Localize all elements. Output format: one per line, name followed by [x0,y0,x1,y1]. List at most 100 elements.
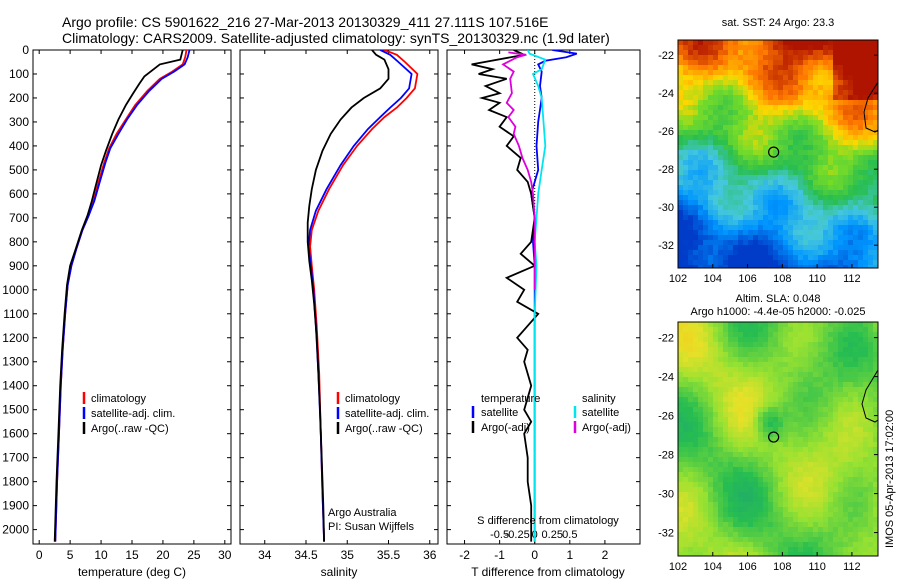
map-cell [758,457,764,463]
map-cell [863,75,869,81]
map-cell [848,90,854,96]
depth-tick-label: 1500 [2,403,29,417]
map-cell [833,45,839,51]
map-cell [738,215,744,221]
map-cell [763,135,769,141]
map-cell [853,437,859,443]
map-cell [703,457,709,463]
map-cell [748,417,754,423]
map-cell [838,180,844,186]
map-cell [828,210,834,216]
map-cell [703,447,709,453]
map-cell [823,125,829,131]
map-cell [738,502,744,508]
map-cell [818,512,824,518]
map-cell [853,80,859,86]
map-cell [773,100,779,106]
map-cell [728,442,734,448]
map-cell [713,245,719,251]
map-cell [813,532,819,538]
depth-tick-label: 2000 [2,523,29,537]
map-cell [813,250,819,256]
map-cell [808,110,814,116]
map-cell [873,552,878,556]
map-cell [728,70,734,76]
map-cell [828,215,834,221]
map-cell [828,230,834,236]
map-cell [723,402,729,408]
map-cell [708,552,714,556]
map-cell [813,547,819,553]
map-cell [713,392,719,398]
map-cell [698,487,704,493]
map-cell [708,337,714,343]
map-cell [873,240,878,246]
map-cell [678,225,684,231]
map-cell [858,417,864,423]
map-cell [773,527,779,533]
map-cell [793,322,799,328]
map-cell [753,255,759,261]
map-cell [683,85,689,91]
map-cell [713,210,719,216]
legend-climatology-label: climatology [345,393,401,405]
map-cell [773,75,779,81]
map-cell [678,70,684,76]
map-cell [863,392,869,398]
map-cell [723,90,729,96]
map-cell [813,55,819,61]
map-cell [753,372,759,378]
map-cell [723,125,729,131]
map-cell [783,140,789,146]
map-cell [708,80,714,86]
map-cell [763,472,769,478]
map-cell [873,507,878,513]
map-cell [683,542,689,548]
map-cell [728,140,734,146]
map-cell [808,175,814,181]
map-cell [733,110,739,116]
map-cell [793,255,799,261]
map-cell [758,432,764,438]
map-cell [788,210,794,216]
map-cell [783,377,789,383]
map-cell [713,55,719,61]
sst-heatmap [678,40,878,268]
map-cell [763,442,769,448]
map-cell [843,472,849,478]
depth-tick-label: 600 [9,187,29,201]
map-cell [683,422,689,428]
map-cell [848,477,854,483]
map-cell [873,180,878,186]
map-cell [713,347,719,353]
map-cell [728,90,734,96]
map-cell [813,347,819,353]
map-cell [843,417,849,423]
map-cell [858,75,864,81]
map-cell [868,487,874,493]
map-cell [753,170,759,176]
map-cell [838,422,844,428]
map-cell [783,165,789,171]
map-cell [753,352,759,358]
map-cell [718,60,724,66]
map-cell [723,95,729,101]
depth-tick-label: 1300 [2,355,29,369]
map-cell [818,402,824,408]
map-cell [783,160,789,166]
map-cell [693,492,699,498]
map-cell [783,542,789,548]
map-cell [833,255,839,261]
map-cell [868,165,874,171]
map-cell [788,255,794,261]
map-cell [873,417,878,423]
map-cell [773,362,779,368]
map-cell [758,472,764,478]
x-tick-label: 35 [341,548,355,562]
map-cell [693,135,699,141]
map-cell [713,407,719,413]
map-cell [833,150,839,156]
map-cell [683,332,689,338]
map-cell [823,482,829,488]
map-cell [733,265,739,268]
